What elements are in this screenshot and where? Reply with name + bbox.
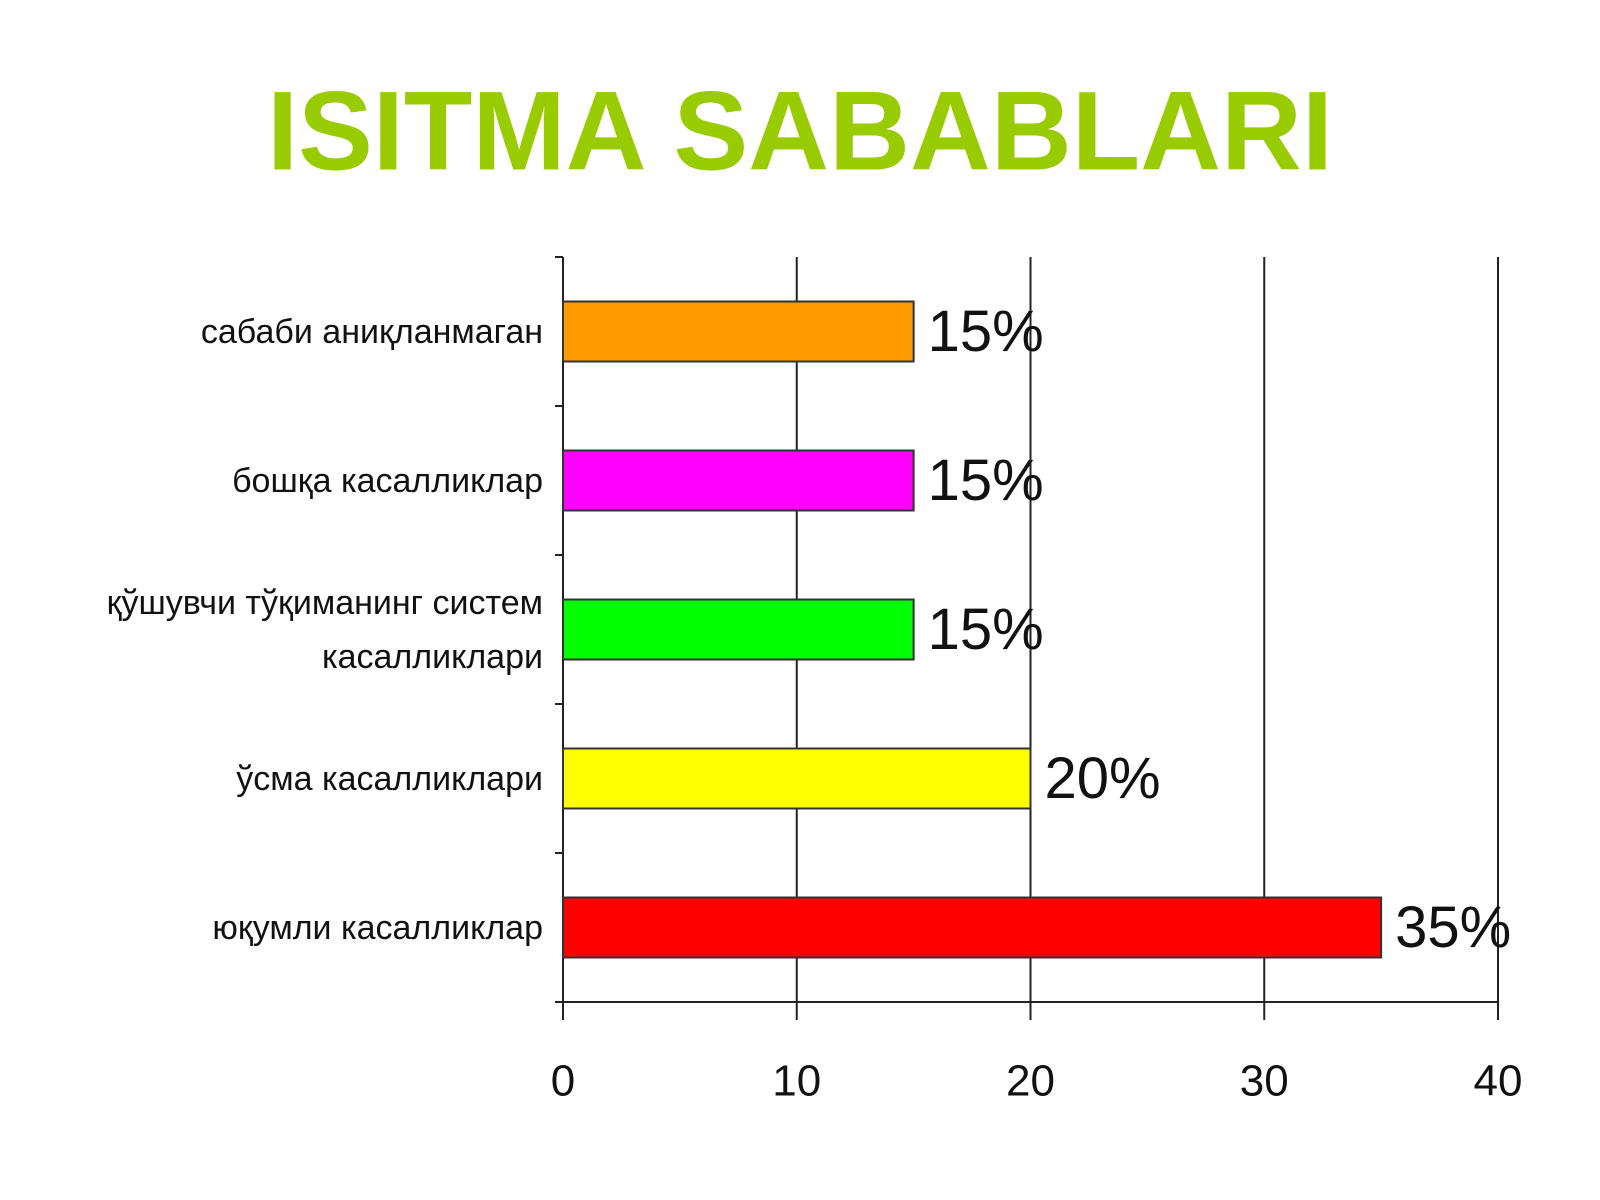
category-label: қўшувчи тўқиманинг систем касалликлари [106, 583, 543, 676]
x-tick-label: 10 [772, 1057, 821, 1106]
value-label: 20% [1045, 746, 1161, 811]
bar [562, 598, 915, 661]
chart-title: ISITMA SABABLARI [267, 69, 1333, 194]
x-tick-label: 40 [1474, 1057, 1523, 1106]
x-tick-label: 0 [551, 1057, 575, 1106]
category-label: юқумли касалликлар [212, 908, 543, 947]
value-label: 15% [928, 448, 1044, 513]
bar [562, 449, 915, 512]
bar [562, 747, 1032, 810]
value-label: 15% [928, 299, 1044, 364]
x-tick-label: 30 [1240, 1057, 1289, 1106]
category-label: бошқа касалликлар [232, 461, 543, 500]
category-label: сабаби аниқланмаган [200, 312, 543, 351]
category-label: ўсма касалликлари [236, 759, 543, 798]
x-tick-label: 20 [1006, 1057, 1055, 1106]
value-label: 35% [1395, 895, 1511, 960]
value-label: 15% [928, 597, 1044, 662]
bar [562, 896, 1383, 959]
bar [562, 300, 915, 363]
